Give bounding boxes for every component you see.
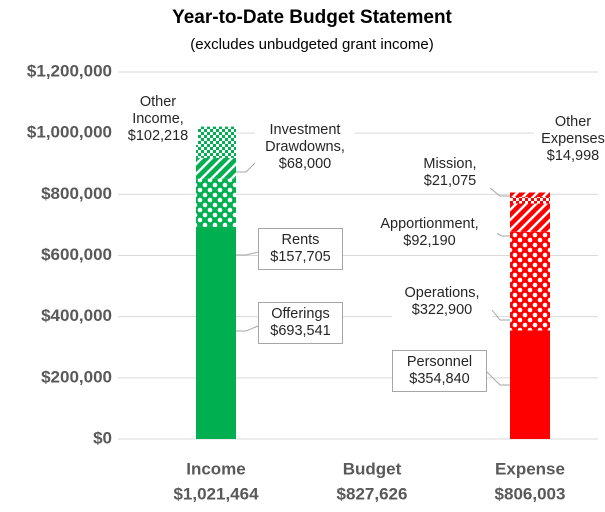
data-label-name: Offerings [271,306,330,322]
y-tick-label: $800,000 [41,184,112,203]
data-label: Other Expenses $14,998 [534,114,605,165]
bar-segment [510,330,550,439]
data-label-name: Investment Drawdowns, [265,122,345,155]
data-label: Mission, $21,075 [410,156,490,190]
data-label: Other Income, $102,218 [118,94,198,145]
data-label-name: Personnel [406,354,473,370]
leader-line [236,325,259,332]
data-label-name: Other Income, [132,94,184,127]
bar-segment [510,192,550,198]
category-total: $806,003 [495,484,566,503]
data-label-name: Rents [281,232,320,248]
leader-line [489,187,510,197]
leader-line [236,159,259,173]
category-total: $1,021,464 [173,484,259,503]
data-label-name: Apportionment, [380,216,479,232]
chart-title: Year-to-Date Budget Statement [172,7,452,28]
x-tick-label: Income [186,459,246,478]
data-label-value: $21,075 [423,173,477,189]
category-total: $827,626 [337,484,408,503]
data-label-value: $14,998 [546,148,600,164]
data-label-value: $693,541 [270,323,331,339]
bar-segment [196,126,236,158]
bar-segment [510,231,550,331]
data-label-name: Mission, [423,156,477,172]
leader-line [491,309,510,321]
data-label-value: $157,705 [270,249,331,265]
y-tick-label: $600,000 [41,245,112,264]
leader-line [486,371,510,386]
data-label-name: Operations, [404,285,480,301]
data-label-value: $322,900 [411,302,473,318]
data-label-value: $68,000 [278,156,332,172]
data-label: Personnel $354,840 [392,350,487,392]
y-tick-label: $1,200,000 [27,61,112,80]
data-label-name: Other Expenses [541,114,605,147]
bar-segment [510,197,550,204]
data-label: Rents $157,705 [258,228,343,270]
bar-segment [196,157,236,179]
data-label: Apportionment, $92,190 [362,216,497,250]
data-label-value: $102,218 [127,128,189,144]
x-tick-label: Expense [495,459,565,478]
y-tick-label: $0 [93,428,112,447]
y-tick-label: $200,000 [41,367,112,386]
bar-segment [196,178,236,227]
chart-subtitle: (excludes unbudgeted grant income) [190,36,434,53]
data-label: Offerings $693,541 [258,302,343,344]
leader-line [236,251,259,256]
data-label: Investment Drawdowns, $68,000 [255,122,355,173]
data-label: Operations, $322,900 [392,285,492,319]
y-tick-label: $1,000,000 [27,123,112,142]
y-tick-label: $400,000 [41,306,112,325]
bar-segment [510,203,550,232]
x-tick-label: Budget [343,459,402,478]
bar-segment [196,226,236,439]
data-label-value: $92,190 [403,233,456,249]
data-label-value: $354,840 [409,371,470,387]
